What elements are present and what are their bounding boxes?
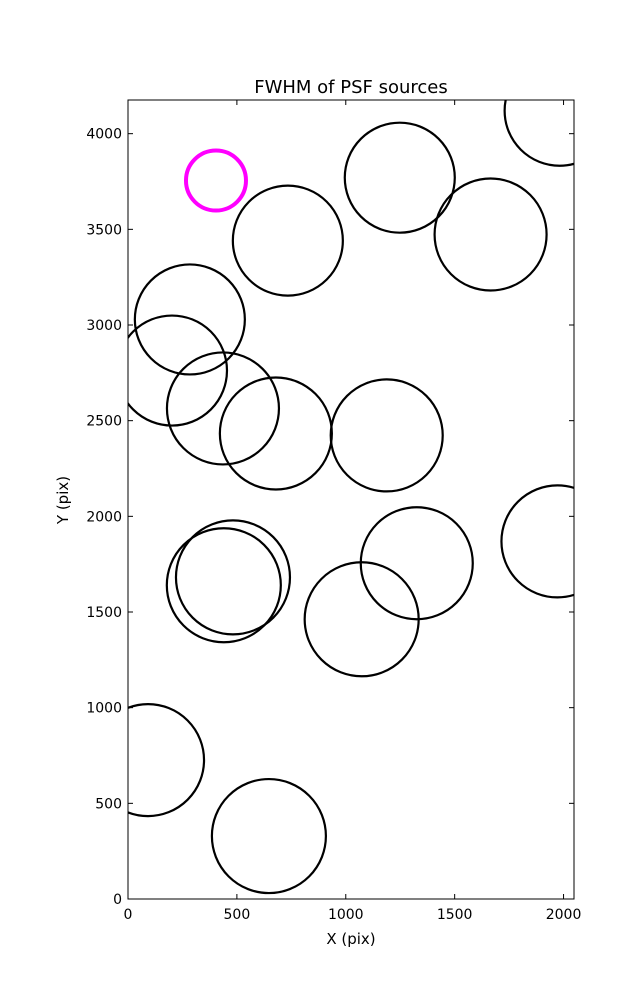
plot-frame bbox=[127, 99, 575, 900]
psf-circle bbox=[329, 378, 444, 493]
psf-circle bbox=[500, 484, 574, 599]
y-tick-label: 2000 bbox=[86, 509, 122, 525]
x-tick-label: 1500 bbox=[437, 907, 473, 923]
psf-circle bbox=[128, 314, 229, 427]
y-tick-label: 0 bbox=[113, 892, 122, 908]
psf-circle bbox=[303, 561, 420, 678]
y-tick-label: 1000 bbox=[86, 701, 122, 717]
x-tick-label: 1000 bbox=[328, 907, 364, 923]
y-tick-label: 1500 bbox=[86, 605, 122, 621]
x-axis-label: X (pix) bbox=[326, 930, 375, 948]
plot-area bbox=[128, 100, 574, 895]
psf-circle bbox=[218, 376, 333, 491]
psf-circle bbox=[433, 177, 548, 292]
psf-circle bbox=[210, 777, 327, 895]
psf-circle bbox=[128, 703, 206, 818]
y-tick-label: 4000 bbox=[86, 127, 122, 143]
psf-circle bbox=[165, 351, 281, 466]
chart-title: FWHM of PSF sources bbox=[254, 77, 448, 98]
y-tick-label: 2500 bbox=[86, 414, 122, 430]
psf-circle bbox=[231, 184, 344, 297]
x-tick-label: 2000 bbox=[546, 907, 582, 923]
x-tick-label: 0 bbox=[124, 907, 133, 923]
psf-circle bbox=[165, 527, 282, 644]
x-tick-label: 500 bbox=[224, 907, 251, 923]
psf-circle bbox=[343, 121, 456, 234]
y-axis-label: Y (pix) bbox=[54, 476, 72, 525]
y-tick-label: 3000 bbox=[86, 318, 122, 334]
psf-circle bbox=[174, 519, 292, 636]
y-tick-label: 3500 bbox=[86, 222, 122, 238]
psf-circle bbox=[503, 100, 574, 167]
psf-circle bbox=[133, 263, 246, 376]
psf-circle bbox=[183, 148, 248, 213]
y-tick-label: 500 bbox=[95, 796, 122, 812]
